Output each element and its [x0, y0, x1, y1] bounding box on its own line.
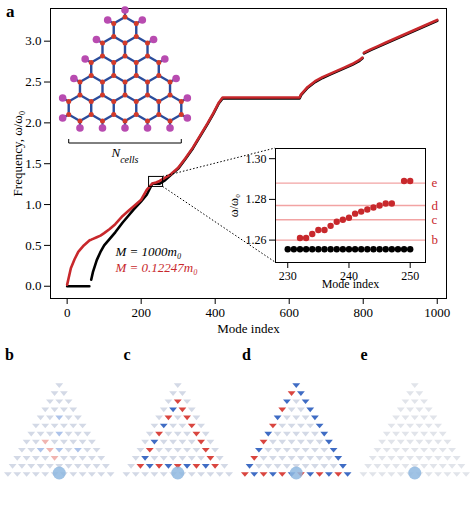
- svg-text:400: 400: [205, 305, 225, 320]
- svg-text:d: d: [242, 346, 251, 363]
- svg-text:c: c: [432, 212, 438, 227]
- svg-text:0: 0: [64, 305, 71, 320]
- svg-text:1.26: 1.26: [246, 233, 267, 247]
- svg-text:e: e: [361, 346, 368, 363]
- svg-text:d: d: [432, 198, 439, 213]
- svg-text:2.5: 2.5: [25, 74, 41, 89]
- svg-text:e: e: [432, 175, 438, 190]
- svg-text:b: b: [432, 232, 439, 247]
- svg-text:ω/ω₀: ω/ω₀: [227, 194, 241, 217]
- svg-text:1.28: 1.28: [246, 192, 267, 206]
- svg-text:600: 600: [279, 305, 299, 320]
- svg-text:M = 1000m₀: M = 1000m₀: [115, 244, 182, 259]
- svg-text:2.0: 2.0: [25, 115, 41, 130]
- svg-text:1.30: 1.30: [246, 152, 267, 166]
- svg-text:M = 0.12247m₀: M = 0.12247m₀: [115, 260, 198, 275]
- svg-text:250: 250: [401, 269, 419, 283]
- svg-text:0.5: 0.5: [25, 238, 41, 253]
- svg-text:b: b: [5, 346, 14, 363]
- svg-text:1.0: 1.0: [25, 197, 41, 212]
- svg-text:Frequency, ω/ω₀: Frequency, ω/ω₀: [10, 111, 25, 197]
- svg-text:200: 200: [131, 305, 151, 320]
- svg-text:Mode index: Mode index: [217, 321, 280, 336]
- svg-text:1.5: 1.5: [25, 156, 41, 171]
- svg-text:c: c: [124, 346, 131, 363]
- svg-text:1000: 1000: [424, 305, 450, 320]
- svg-text:3.0: 3.0: [25, 33, 41, 48]
- svg-text:0.0: 0.0: [25, 278, 41, 293]
- svg-text:Mode index: Mode index: [322, 277, 380, 291]
- svg-text:Ncells: Ncells: [111, 145, 139, 165]
- svg-text:800: 800: [353, 305, 373, 320]
- svg-text:230: 230: [279, 269, 297, 283]
- svg-text:a: a: [6, 2, 15, 21]
